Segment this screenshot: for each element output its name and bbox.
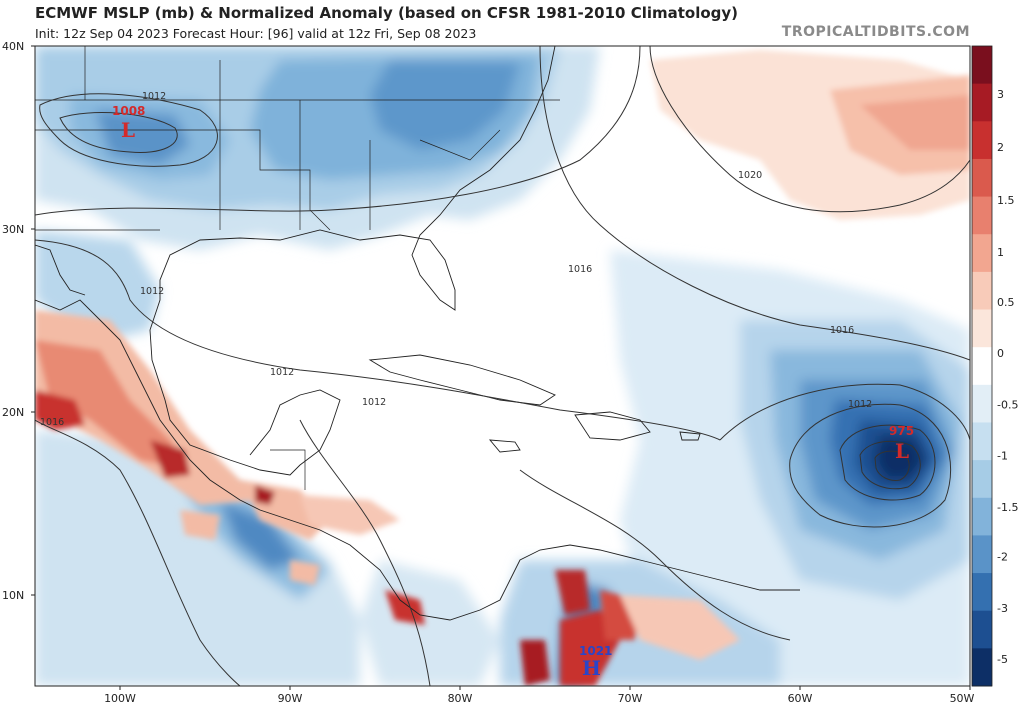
lat-label: 20N [2,406,24,419]
colorbar-swatch [972,610,992,649]
colorbar-swatch [972,83,992,122]
colorbar-label: 2 [997,141,1004,154]
isobars [35,46,970,686]
high-pressure-marker: H [582,656,601,680]
colorbar-swatch [972,46,992,85]
colorbar-label: -2 [997,551,1008,564]
lat-label: 40N [2,40,24,53]
isobar-label: 1012 [140,286,164,297]
colorbar-swatch [972,384,992,423]
colorbar-swatch [972,422,992,461]
colorbar-label: 0 [997,347,1004,360]
system-value: 975 [889,424,914,438]
colorbar-label: 3 [997,88,1004,101]
colorbar-label: 1 [997,246,1004,259]
map-title: ECMWF MSLP (mb) & Normalized Anomaly (ba… [35,4,739,22]
latitude-axis: 40N 30N 20N 10N [2,40,35,602]
colorbar-swatch [972,648,992,687]
map-frame [34,45,971,687]
system-value: 1008 [112,104,145,118]
map-area: 1012 1020 1016 1016 1012 1012 1012 1016 … [35,46,970,686]
colorbar-swatch [972,196,992,235]
colorbar-label: 0.5 [997,296,1015,309]
lon-label: 50W [950,692,975,705]
colorbar-swatch [972,573,992,612]
isobar-label: 1012 [848,399,872,410]
isobar-label: 1016 [40,417,64,428]
colorbar-label: -1 [997,450,1008,463]
colorbar: 3 2 1.5 1 0.5 0 -0.5 -1 -1.5 -2 -3 -5 [971,45,1018,687]
colorbar-swatch [972,497,992,536]
map-subtitle: Init: 12z Sep 04 2023 Forecast Hour: [96… [35,26,477,41]
longitude-axis: 100W 90W 80W 70W 60W 50W [104,686,975,705]
lat-label: 30N [2,223,24,236]
positive-anomaly-shading [35,50,970,686]
colorbar-swatch [972,460,992,499]
lat-label: 10N [2,589,24,602]
lon-label: 90W [278,692,303,705]
isobar-label: 1012 [270,367,294,378]
state-borders [35,46,560,490]
low-pressure-marker: L [895,439,909,463]
colorbar-swatch [972,234,992,273]
coastlines [35,46,800,621]
isobar-label: 1020 [738,170,762,181]
colorbar-swatch [972,121,992,160]
low-pressure-1008: 1008 L [112,104,145,142]
colorbar-swatch [972,347,992,386]
colorbar-label: -3 [997,602,1008,615]
isobar-label: 1012 [362,397,386,408]
colorbar-swatch [972,158,992,198]
low-pressure-marker: L [121,118,135,142]
colorbar-label: 1.5 [997,194,1015,207]
high-pressure-1021: 1021 H [579,644,612,680]
lon-label: 60W [788,692,813,705]
colorbar-swatch [972,309,992,348]
brand-watermark[interactable]: TROPICALTIDBITS.COM [781,24,970,40]
colorbar-swatch [972,535,992,574]
colorbar-label: -1.5 [997,501,1018,514]
low-pressure-975: 975 L [889,424,914,463]
lon-label: 100W [104,692,136,705]
colorbar-label: -0.5 [997,398,1018,411]
isobar-label: 1016 [830,325,854,336]
system-value: 1021 [579,644,612,658]
colorbar-swatch [972,271,992,311]
lon-label: 80W [448,692,473,705]
colorbar-label: -5 [997,653,1008,666]
isobar-label: 1016 [568,264,592,275]
isobar-labels: 1012 1020 1016 1016 1012 1012 1012 1016 … [40,91,872,428]
lon-label: 70W [618,692,643,705]
isobar-label: 1012 [142,91,166,102]
